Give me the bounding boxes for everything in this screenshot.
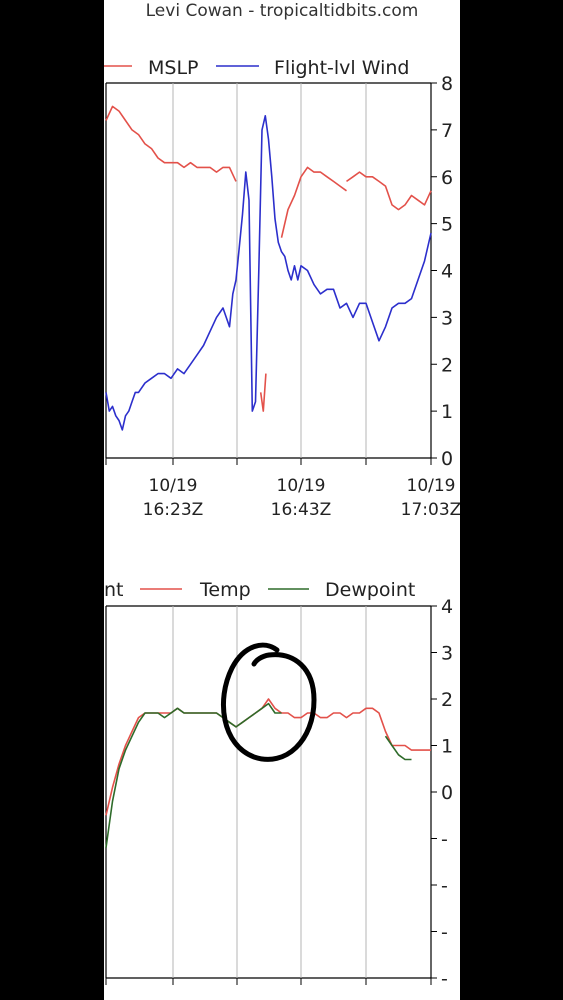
y-tick-label-1-5: - <box>441 829 448 851</box>
y-tick-label-1-4: 0 <box>441 782 453 804</box>
series-1-1-seg-0 <box>105 702 282 848</box>
y-tick-label-0-6: 2 <box>441 354 453 376</box>
y-tick-label-1-6: - <box>441 875 448 897</box>
series-0-0-seg-0 <box>105 105 237 182</box>
y-tick-label-0-0: 8 <box>441 73 453 95</box>
series-0-0-seg-2 <box>280 166 347 238</box>
series-0-1-seg-0 <box>105 115 432 431</box>
y-tick-label-1-8: - <box>441 968 448 990</box>
y-tick-label-1-2: 2 <box>441 689 453 711</box>
legend-label-temp: Temp <box>199 579 251 601</box>
y-tick-label-0-4: 4 <box>441 261 453 283</box>
y-tick-label-1-0: 4 <box>441 596 453 618</box>
chart-strip: Levi Cowan - tropicaltidbits.com 8 7 6 5 4 3 2… <box>104 0 460 1000</box>
legend-label-partial: nt <box>104 579 124 601</box>
series-1-0-seg-0 <box>105 698 431 816</box>
series-0-0-seg-1 <box>259 373 267 412</box>
x-tick-time-0: 16:23Z <box>143 500 204 520</box>
legend-label-wind: Flight-lvl Wind <box>274 57 410 79</box>
series-1-1-seg-1 <box>384 735 412 761</box>
x-tick-date-0: 10/19 <box>149 476 198 496</box>
y-tick-label-0-5: 3 <box>441 307 453 329</box>
x-tick-date-2: 10/19 <box>407 476 456 496</box>
y-tick-label-0-7: 1 <box>441 401 453 423</box>
x-tick-time-1: 16:43Z <box>271 500 332 520</box>
charts-svg: 8 7 6 5 4 3 2 1 0 4 3 2 1 0 - - - - MSLP Flight-lvl Wind 10/… <box>104 57 460 990</box>
hand-drawn-circle <box>220 642 317 762</box>
y-tick-label-0-8: 0 <box>441 448 453 470</box>
y-tick-label-1-1: 3 <box>441 643 453 665</box>
y-tick-label-0-3: 5 <box>441 214 453 236</box>
y-tick-label-0-1: 7 <box>441 120 453 142</box>
legend-label-mslp: MSLP <box>148 57 199 79</box>
legend-label-dewpoint: Dewpoint <box>325 579 415 601</box>
x-tick-time-2: 17:03Z <box>401 500 460 520</box>
series-0-0-seg-3 <box>346 171 432 211</box>
x-tick-date-1: 10/19 <box>277 476 326 496</box>
credit-text: Levi Cowan - tropicaltidbits.com <box>145 1 419 21</box>
y-tick-label-1-7: - <box>441 922 448 944</box>
y-tick-label-0-2: 6 <box>441 167 453 189</box>
y-tick-label-1-3: 1 <box>441 736 453 758</box>
